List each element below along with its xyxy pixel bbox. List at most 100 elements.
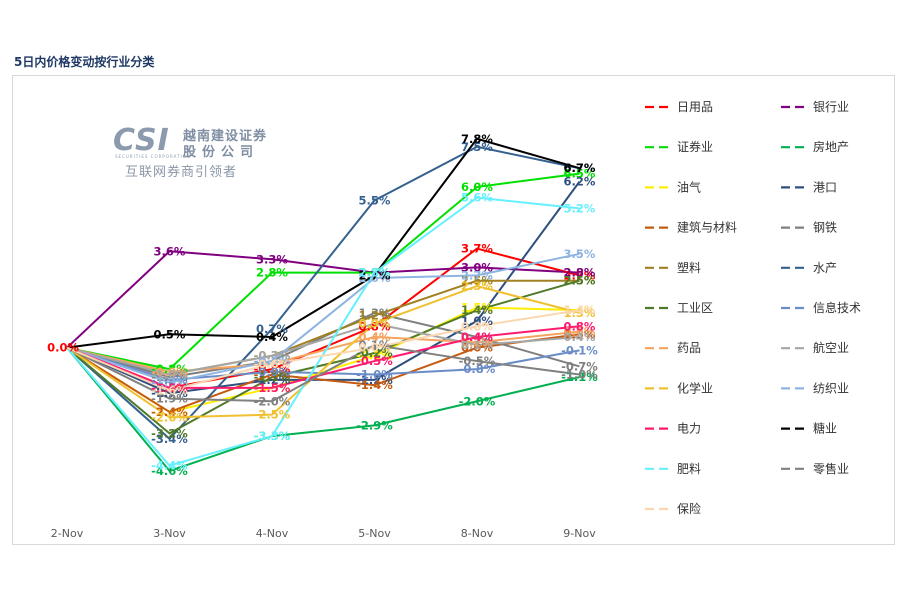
data-label: -0.9% bbox=[254, 365, 291, 379]
data-label: -2.0% bbox=[459, 394, 496, 408]
legend-item: 银行业 bbox=[781, 100, 849, 114]
legend-item: 零售业 bbox=[781, 461, 849, 476]
data-label: 3.5% bbox=[564, 247, 596, 261]
chart-title: 5日内价格变动按行业分类 bbox=[14, 55, 155, 69]
data-label: -2.9% bbox=[356, 418, 393, 432]
legend-label: 电力 bbox=[677, 422, 701, 436]
legend-label: 纺织业 bbox=[813, 381, 849, 395]
data-label: 5.6% bbox=[461, 191, 493, 205]
legend-label: 保险 bbox=[677, 501, 701, 516]
data-label: -2.4% bbox=[151, 405, 188, 419]
data-label: -3.2% bbox=[151, 426, 188, 440]
series-line bbox=[66, 252, 580, 384]
data-label: 0.1% bbox=[359, 338, 391, 352]
x-tick-label: 9-Nov bbox=[563, 527, 596, 540]
legend-label: 油气 bbox=[677, 179, 701, 194]
legend-label: 港口 bbox=[813, 180, 837, 194]
series-line bbox=[66, 279, 580, 435]
legend-item: 肥料 bbox=[645, 462, 701, 476]
legend-item: 纺织业 bbox=[781, 381, 849, 395]
data-label: -1.2% bbox=[151, 373, 188, 387]
data-label: 6.7% bbox=[564, 161, 596, 175]
data-label: 0.7% bbox=[256, 322, 288, 336]
data-label: -1.9% bbox=[151, 392, 188, 406]
data-label: -0.8% bbox=[151, 362, 188, 376]
series-line bbox=[66, 311, 580, 379]
series-line bbox=[66, 330, 580, 373]
data-label: 0.5% bbox=[564, 327, 596, 341]
series-line bbox=[66, 333, 580, 413]
data-label: -0.5% bbox=[254, 354, 291, 368]
legend-label: 药品 bbox=[677, 341, 701, 355]
data-label: 7.5% bbox=[461, 140, 493, 154]
data-label: -0.5% bbox=[459, 354, 496, 368]
legend-label: 零售业 bbox=[813, 461, 849, 476]
legend-label: 证券业 bbox=[677, 139, 713, 154]
data-label: -1.2% bbox=[254, 373, 291, 387]
data-label: -0.3% bbox=[356, 349, 393, 363]
data-label: -0.3% bbox=[254, 349, 291, 363]
data-label: -0.1% bbox=[561, 343, 598, 357]
logo-company-name: 越南建设证券 bbox=[183, 129, 268, 144]
data-label: 6.5% bbox=[564, 167, 596, 181]
data-label: 2.8% bbox=[256, 266, 288, 280]
legend-item: 水产 bbox=[781, 261, 837, 275]
data-label: -1.5% bbox=[254, 381, 291, 395]
x-tick-label: 8-Nov bbox=[461, 527, 494, 540]
data-label: -1.4% bbox=[356, 378, 393, 392]
legend-item: 房地产 bbox=[781, 139, 849, 154]
data-label: 7.8% bbox=[461, 132, 493, 146]
data-label: 0.4% bbox=[461, 330, 493, 344]
data-label: 2.5% bbox=[461, 274, 493, 288]
data-label: 0.8% bbox=[461, 319, 493, 333]
logo-company-type: 股份公司 bbox=[183, 145, 260, 160]
legend-label: 信息技术 bbox=[813, 300, 861, 315]
x-tick-label: 2-Nov bbox=[51, 527, 84, 540]
series-line bbox=[66, 322, 580, 376]
data-label: -0.2% bbox=[356, 346, 393, 360]
data-label: -3.3% bbox=[254, 429, 291, 443]
legend-item: 保险 bbox=[645, 501, 701, 516]
data-label: -1.0% bbox=[356, 367, 393, 381]
series-line bbox=[66, 285, 580, 419]
data-label: 2.5% bbox=[564, 274, 596, 288]
data-label: 0.2% bbox=[461, 335, 493, 349]
data-label: 3.0% bbox=[461, 260, 493, 274]
data-label: -2.0% bbox=[254, 394, 291, 408]
legend-item: 航空业 bbox=[781, 340, 849, 355]
data-label: 3.7% bbox=[461, 242, 493, 256]
data-label: -1.0% bbox=[151, 367, 188, 381]
series-line bbox=[66, 137, 580, 349]
data-label: -0.5% bbox=[356, 354, 393, 368]
data-label: -1.0% bbox=[561, 367, 598, 381]
legend-item: 塑料 bbox=[645, 260, 701, 275]
data-label: 0.6% bbox=[564, 325, 596, 339]
legend-item: 港口 bbox=[781, 180, 837, 194]
data-label: 2.8% bbox=[359, 266, 391, 280]
data-label: 0.8% bbox=[564, 319, 596, 333]
data-label: 3.3% bbox=[256, 252, 288, 266]
x-tick-label: 3-Nov bbox=[153, 527, 186, 540]
legend-item: 电力 bbox=[645, 422, 701, 436]
data-label: -0.7% bbox=[561, 359, 598, 373]
data-label: 2.8% bbox=[359, 266, 391, 280]
data-label: 1.5% bbox=[461, 301, 493, 315]
data-label: 1.4% bbox=[564, 303, 596, 317]
legend-label: 肥料 bbox=[677, 462, 701, 476]
data-label: -3.3% bbox=[254, 429, 291, 443]
data-label: -1.1% bbox=[151, 370, 188, 384]
data-label: 1.4% bbox=[461, 303, 493, 317]
data-label: -0.3% bbox=[254, 349, 291, 363]
legend-item: 工业区 bbox=[645, 301, 713, 315]
data-label: -0.6% bbox=[254, 357, 291, 371]
data-label: -1.0% bbox=[151, 367, 188, 381]
data-label: -1.5% bbox=[151, 381, 188, 395]
data-label: 0.9% bbox=[359, 317, 391, 331]
data-label: 2.3% bbox=[461, 279, 493, 293]
data-label: -2.6% bbox=[151, 410, 188, 424]
data-label: -3.4% bbox=[151, 432, 188, 446]
data-label: 2.7% bbox=[564, 268, 596, 282]
data-label: 0.5% bbox=[154, 327, 186, 341]
data-label: -1.5% bbox=[151, 381, 188, 395]
